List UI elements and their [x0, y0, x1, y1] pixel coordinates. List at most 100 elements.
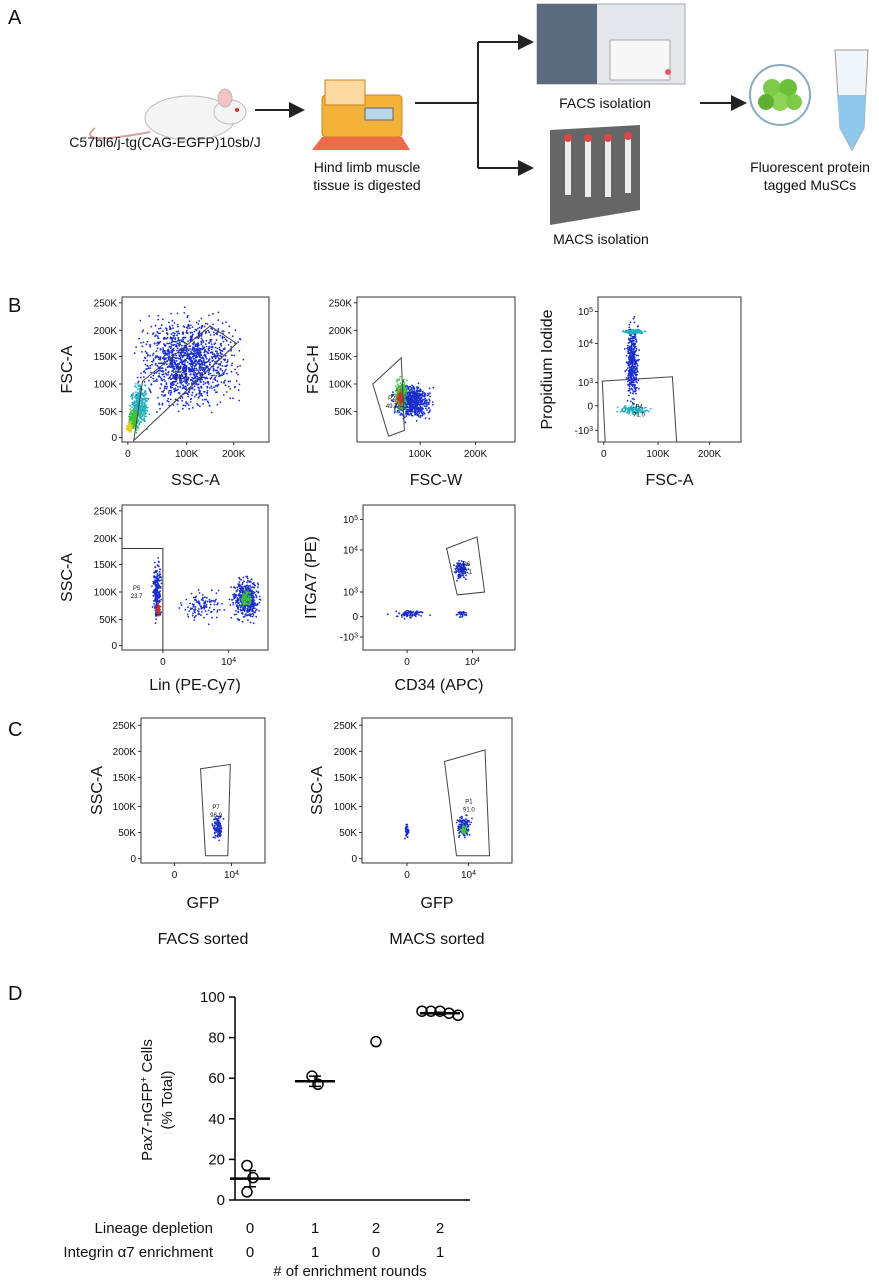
event-dot — [189, 607, 192, 610]
event-dot — [246, 575, 249, 578]
event-dot — [640, 332, 643, 335]
event-dot — [224, 365, 227, 368]
event-dot — [176, 373, 179, 376]
event-dot — [158, 592, 161, 595]
event-dot — [428, 387, 431, 390]
event-dot — [211, 328, 214, 330]
tick-label: 0 — [111, 433, 117, 444]
event-dot — [128, 413, 131, 415]
event-dot — [245, 613, 247, 615]
event-dot — [198, 371, 200, 373]
event-dot — [202, 381, 205, 383]
event-dot — [210, 346, 213, 348]
event-dot — [187, 349, 190, 351]
event-dot — [250, 613, 252, 616]
event-dot — [426, 405, 428, 407]
event-dot — [171, 363, 174, 365]
event-dot — [419, 398, 421, 401]
event-dot — [432, 386, 435, 389]
event-dot — [186, 316, 189, 319]
event-dot — [403, 617, 406, 620]
facs-machine-illustration — [536, 3, 686, 85]
event-dot — [204, 377, 207, 380]
event-dot — [235, 371, 238, 374]
event-dot — [163, 387, 166, 390]
event-dot — [398, 386, 400, 389]
event-dot — [636, 325, 639, 328]
event-dot — [136, 402, 139, 405]
event-dot — [210, 589, 213, 592]
event-dot — [229, 388, 232, 390]
event-dot — [258, 598, 261, 601]
tick-label: 100K — [175, 449, 199, 460]
event-dot — [156, 370, 159, 373]
tick-label: 100K — [94, 380, 118, 391]
event-dot — [234, 601, 237, 604]
event-dot — [244, 607, 246, 610]
event-dot — [241, 600, 244, 603]
tick-label: 250K — [329, 298, 353, 309]
event-dot — [155, 586, 158, 589]
event-dot — [630, 381, 633, 383]
event-dot — [175, 330, 178, 333]
event-dot — [193, 347, 196, 349]
event-dot — [156, 344, 159, 347]
event-dot — [160, 324, 163, 327]
event-dot — [211, 351, 214, 354]
event-dot — [196, 375, 199, 378]
event-dot — [182, 404, 185, 407]
event-dot — [393, 411, 396, 414]
event-dot — [160, 362, 163, 365]
event-dot — [158, 327, 160, 330]
event-dot — [172, 327, 174, 330]
event-dot — [405, 412, 407, 415]
panel-letter: D — [8, 983, 22, 1005]
step-label: Hind limb muscle — [314, 159, 421, 175]
event-dot — [186, 353, 189, 356]
event-dot — [211, 387, 213, 389]
event-dot — [157, 343, 160, 345]
event-dot — [208, 383, 210, 385]
event-dot — [139, 420, 141, 423]
event-dot — [144, 390, 147, 392]
event-dot — [423, 405, 426, 408]
event-dot — [628, 408, 630, 410]
step-label: C57bl6/j-tg(CAG-EGFP)10sb/J — [69, 134, 260, 150]
event-dot — [157, 396, 159, 399]
gate-percent: 49.7 — [386, 404, 398, 410]
event-dot — [249, 602, 252, 605]
x-axis-label: FSC-A — [646, 472, 694, 489]
event-dot — [179, 397, 182, 400]
event-dot — [176, 347, 179, 350]
event-dot — [629, 391, 632, 394]
event-dot — [208, 363, 211, 366]
event-dot — [221, 369, 224, 372]
event-dot — [215, 598, 217, 601]
event-dot — [398, 411, 401, 414]
event-dot — [178, 344, 181, 346]
event-dot — [130, 418, 133, 421]
event-dot — [418, 390, 421, 392]
event-dot — [634, 360, 637, 363]
event-dot — [181, 363, 184, 366]
event-dot — [182, 368, 184, 371]
event-dot — [399, 400, 401, 403]
event-dot — [144, 363, 147, 366]
event-dot — [252, 586, 254, 588]
event-dot — [184, 364, 187, 367]
event-dot — [235, 599, 238, 602]
tick-base: 10 — [343, 545, 355, 556]
event-dot — [424, 407, 427, 410]
event-dot — [214, 376, 217, 379]
event-dot — [403, 384, 406, 387]
event-dot — [160, 383, 163, 385]
event-dot — [209, 338, 212, 341]
event-dot — [633, 370, 635, 373]
event-dot — [144, 403, 146, 405]
event-dot — [164, 345, 167, 347]
event-dot — [220, 361, 223, 363]
event-dot — [632, 317, 635, 320]
event-dot — [218, 348, 221, 351]
event-dot — [182, 384, 185, 387]
event-dot — [239, 593, 241, 596]
